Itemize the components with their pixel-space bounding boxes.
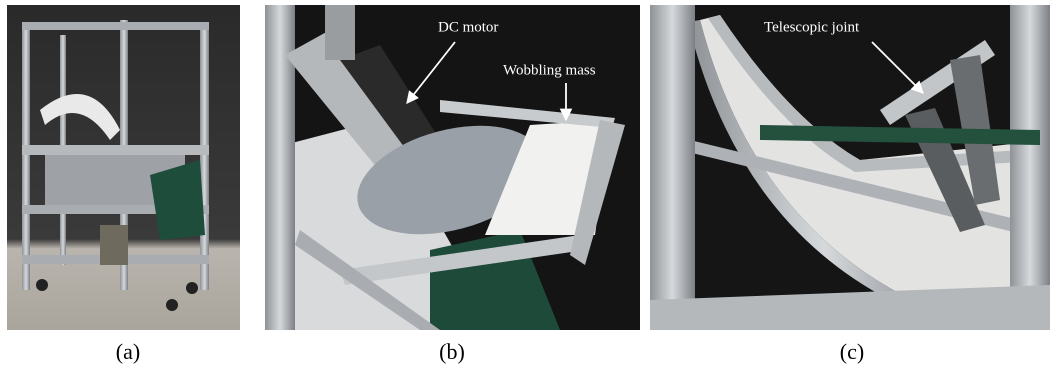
photo-b [265,5,640,330]
photo-a [7,5,240,330]
annotation: Telescopic joint [764,19,860,35]
figure: DC motor Wobbling mass Telescopic joint … [0,0,1054,374]
annotation: DC motor [438,19,498,35]
panel-label: (c) [840,339,864,364]
annotation: Wobbling mass [503,62,596,78]
panel-label: (a) [116,339,140,364]
panel-label: (b) [439,339,465,364]
photo-c [650,5,1050,330]
